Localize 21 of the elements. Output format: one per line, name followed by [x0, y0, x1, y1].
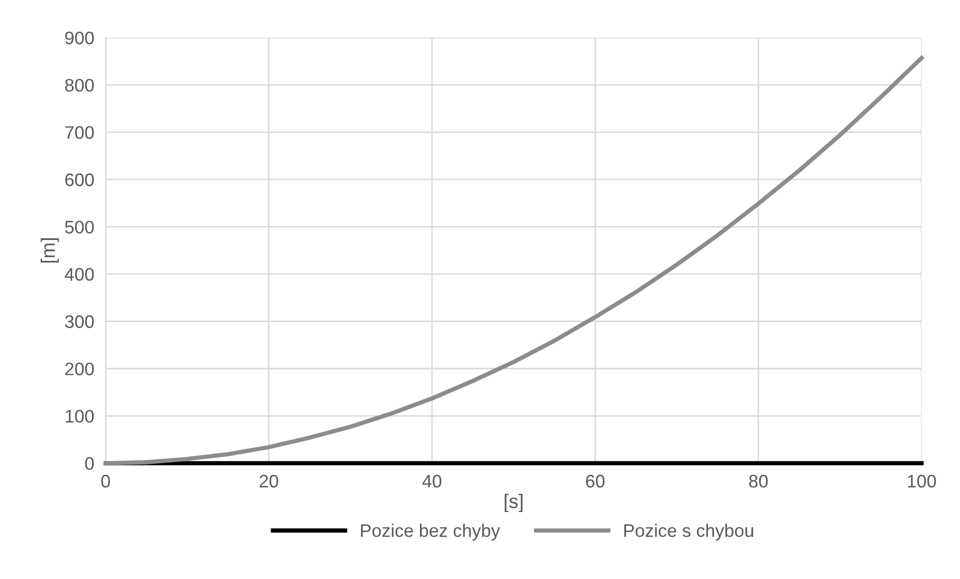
y-tick-label: 700: [65, 126, 94, 139]
x-tick-label: 60: [586, 474, 605, 488]
x-tick-label: 40: [422, 474, 442, 488]
legend-label: Pozice s chybou: [624, 524, 754, 541]
y-tick-label: 100: [66, 410, 94, 423]
y-tick-label: 400: [64, 268, 94, 281]
y-tick-label: 600: [65, 173, 94, 186]
x-tick-label: 0: [101, 474, 110, 488]
y-tick-label: 500: [65, 220, 94, 234]
y-tick-label: 900: [65, 32, 94, 44]
legend-label: Pozice bez chyby: [361, 524, 500, 541]
y-tick-label: 0: [85, 457, 94, 470]
x-tick-label: 100: [908, 474, 936, 488]
y-tick-label: 200: [65, 362, 94, 376]
line-series: [104, 56, 924, 466]
x-tick-label: 20: [260, 474, 278, 488]
x-axis-title: [s]: [504, 494, 522, 512]
y-tick-label: 300: [65, 315, 94, 328]
x-tick-label: 80: [749, 474, 768, 488]
y-tick-label: 800: [65, 78, 94, 92]
y-axis-title: [m]: [40, 238, 59, 263]
